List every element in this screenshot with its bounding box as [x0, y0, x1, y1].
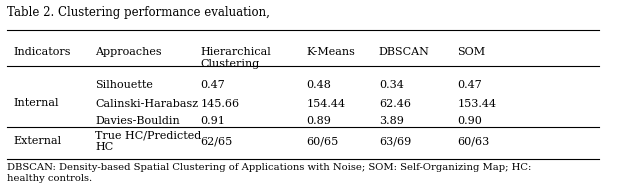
Text: 3.89: 3.89 — [379, 116, 404, 126]
Text: Approaches: Approaches — [95, 47, 162, 57]
Text: 0.90: 0.90 — [458, 116, 482, 126]
Text: 60/65: 60/65 — [307, 136, 339, 146]
Text: Table 2. Clustering performance evaluation,: Table 2. Clustering performance evaluati… — [8, 6, 270, 19]
Text: 0.89: 0.89 — [307, 116, 332, 126]
Text: 62.46: 62.46 — [379, 99, 411, 109]
Text: 60/63: 60/63 — [458, 136, 490, 146]
Text: K-Means: K-Means — [307, 47, 355, 57]
Text: Calinski-Harabasz: Calinski-Harabasz — [95, 99, 198, 109]
Text: 154.44: 154.44 — [307, 99, 346, 109]
Text: Internal: Internal — [13, 98, 59, 108]
Text: External: External — [13, 136, 61, 146]
Text: Silhouette: Silhouette — [95, 79, 153, 90]
Text: 0.47: 0.47 — [458, 79, 482, 90]
Text: Hierarchical
Clustering: Hierarchical Clustering — [201, 47, 271, 69]
Text: 145.66: 145.66 — [201, 99, 240, 109]
Text: True HC/Predicted
HC: True HC/Predicted HC — [95, 130, 201, 152]
Text: 0.48: 0.48 — [307, 79, 332, 90]
Text: 153.44: 153.44 — [458, 99, 497, 109]
Text: 0.47: 0.47 — [201, 79, 225, 90]
Text: Indicators: Indicators — [13, 47, 71, 57]
Text: 0.91: 0.91 — [201, 116, 225, 126]
Text: DBSCAN: DBSCAN — [379, 47, 429, 57]
Text: 62/65: 62/65 — [201, 136, 233, 146]
Text: Davies-Bouldin: Davies-Bouldin — [95, 116, 180, 126]
Text: 0.34: 0.34 — [379, 79, 404, 90]
Text: DBSCAN: Density-based Spatial Clustering of Applications with Noise; SOM: Self-O: DBSCAN: Density-based Spatial Clustering… — [8, 163, 532, 183]
Text: 63/69: 63/69 — [379, 136, 411, 146]
Text: SOM: SOM — [458, 47, 486, 57]
